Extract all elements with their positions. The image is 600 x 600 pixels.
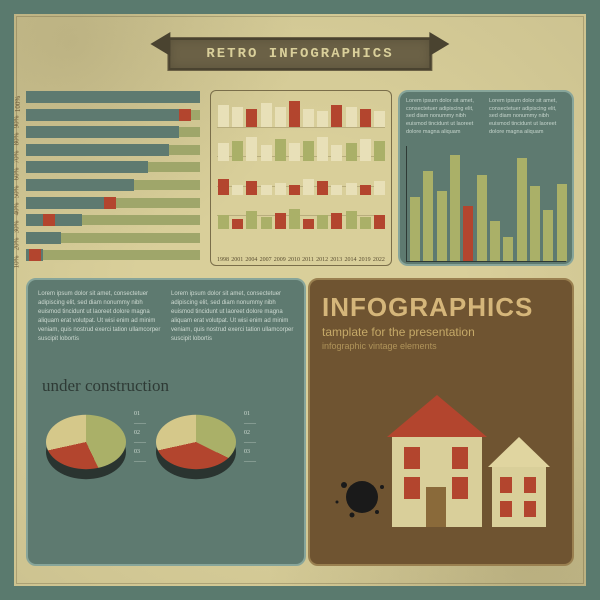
title-ribbon: RETRO INFOGRAPHICS — [168, 38, 431, 70]
hbar-row — [26, 108, 200, 122]
chart-column — [543, 210, 553, 261]
mini-x-labels: 1998200120042007200920102011201220132014… — [217, 257, 385, 263]
chart-column — [517, 158, 527, 261]
chart-column — [410, 197, 420, 261]
pie-legend-item: 03 —— — [244, 448, 256, 467]
infographic-frame: RETRO INFOGRAPHICS 100%90%80%70%60%50%40… — [0, 0, 600, 600]
hbar-chart: 100%90%80%70%60%50%40%30%20%10% — [26, 90, 200, 266]
pie-legend-item: 03 —— — [134, 448, 146, 467]
chart-column — [530, 186, 540, 261]
pie-charts: 01 ——02 ——03 ——01 ——02 ——03 —— — [38, 402, 294, 482]
chart-column — [463, 206, 473, 261]
pie-legend-item: 02 —— — [244, 429, 256, 448]
teal-panel: Lorem ipsum dolor sit amet, consectetuer… — [26, 278, 306, 566]
mini-row — [217, 199, 385, 229]
brown-subtitle: tamplate for the presentation — [322, 325, 560, 339]
ribbon-text: RETRO INFOGRAPHICS — [206, 46, 393, 62]
brown-panel: INFOGRAPHICS tamplate for the presentati… — [308, 278, 574, 566]
lorem-col-right: Lorem ipsum dolor sit amet, consectetuer… — [489, 98, 566, 142]
pie-chart: 01 ——02 ——03 —— — [46, 402, 126, 482]
hbar-row — [26, 125, 200, 139]
chart-column — [423, 171, 433, 261]
brown-subsub: infographic vintage elements — [322, 341, 560, 351]
hbar-row — [26, 196, 200, 210]
hbar-row — [26, 160, 200, 174]
mini-row — [217, 97, 385, 127]
chart-column — [490, 221, 500, 261]
pie-legend-item: 02 —— — [134, 429, 146, 448]
pie-legend-item: 01 —— — [134, 410, 146, 429]
chart-column — [437, 191, 447, 261]
chart-column — [557, 184, 567, 261]
lorem-col-left: Lorem ipsum dolor sit amet, consectetuer… — [406, 98, 483, 142]
brown-title: INFOGRAPHICS — [322, 292, 560, 323]
column-chart — [406, 146, 566, 262]
chart-column — [503, 237, 513, 261]
pie-chart: 01 ——02 ——03 —— — [156, 402, 236, 482]
teal-lorem-left: Lorem ipsum dolor sit amet, consectetuer… — [38, 290, 161, 368]
mini-row — [217, 131, 385, 161]
mini-row — [217, 165, 385, 195]
hbar-row — [26, 213, 200, 227]
under-construction-heading: under construction — [42, 376, 294, 396]
houses-illustration — [322, 377, 560, 527]
column-panel: Lorem ipsum dolor sit amet, consectetuer… — [398, 90, 574, 266]
hbar-row — [26, 90, 200, 104]
chart-column — [450, 155, 460, 261]
hbar-row — [26, 178, 200, 192]
hbar-row — [26, 143, 200, 157]
hbar-row — [26, 248, 200, 262]
mini-bars-panel: 1998200120042007200920102011201220132014… — [210, 90, 392, 266]
pie-legend-item: 01 —— — [244, 410, 256, 429]
chart-column — [477, 175, 487, 261]
hbar-row — [26, 231, 200, 245]
teal-lorem-right: Lorem ipsum dolor sit amet, consectetuer… — [171, 290, 294, 368]
